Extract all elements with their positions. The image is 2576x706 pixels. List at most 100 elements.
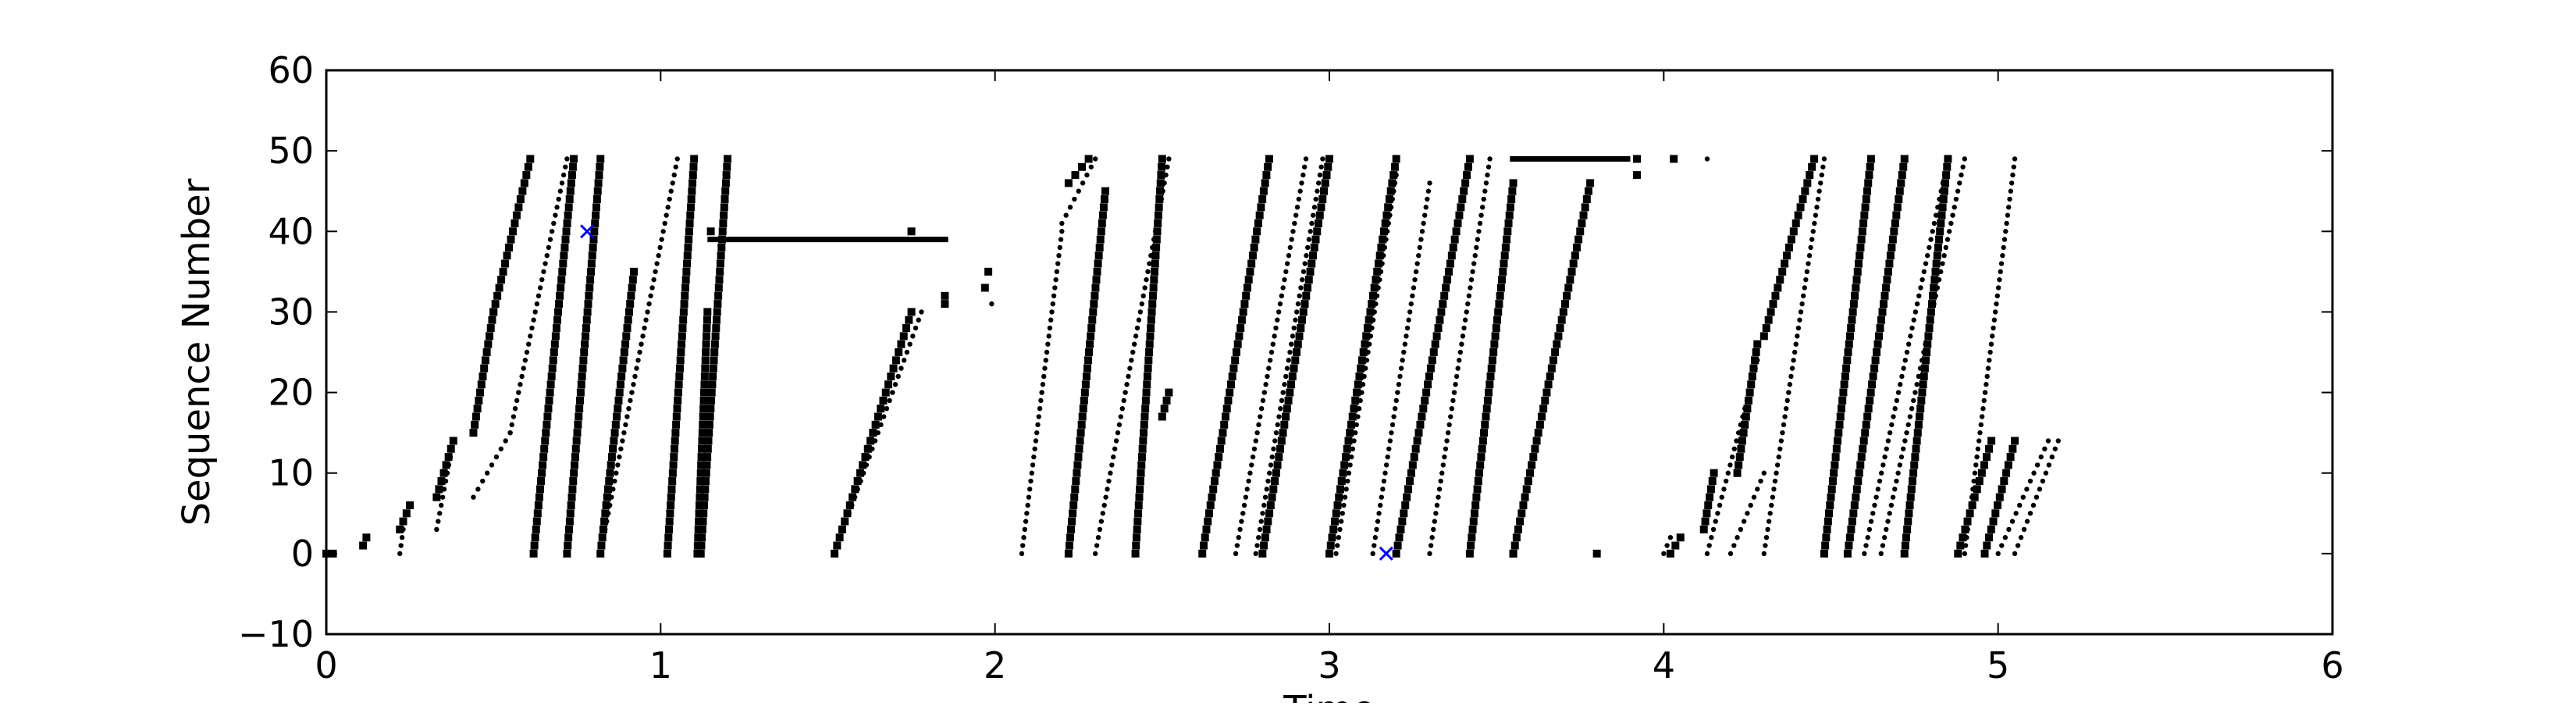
- data-point-dot: [1748, 502, 1753, 508]
- data-point-square: [596, 162, 604, 171]
- data-point-square: [565, 195, 574, 204]
- data-point-dot: [1398, 365, 1404, 371]
- data-point-dot: [1908, 333, 1913, 339]
- data-point-square: [507, 235, 515, 244]
- data-point-dot: [1289, 237, 1294, 242]
- data-point-square: [1299, 308, 1308, 316]
- data-point-square: [630, 267, 639, 276]
- data-point-square: [853, 477, 862, 486]
- data-point-square: [511, 219, 519, 227]
- data-point-square: [688, 171, 697, 180]
- data-point-dot: [553, 212, 558, 218]
- data-point-square: [1250, 243, 1258, 251]
- data-point-square: [723, 162, 731, 171]
- y-tick-label: 0: [291, 533, 314, 575]
- data-point-square: [476, 388, 485, 397]
- data-point-square: [699, 501, 708, 509]
- x-tick-label: 1: [649, 644, 672, 686]
- data-point-dot: [2027, 511, 2033, 516]
- data-point-square: [565, 525, 574, 533]
- data-point-square: [1542, 388, 1551, 397]
- data-point-square: [590, 227, 599, 236]
- data-point-square: [1366, 308, 1375, 316]
- data-point-square: [564, 211, 572, 219]
- data-point-dot: [1894, 398, 1900, 404]
- data-point-dot: [529, 325, 535, 331]
- data-point-square: [1141, 396, 1150, 405]
- data-point-dot: [1729, 454, 1735, 460]
- data-point-dot: [2002, 535, 2008, 540]
- data-point-square: [610, 429, 619, 437]
- data-point-dot: [1338, 519, 1344, 524]
- data-point-square: [1143, 372, 1151, 380]
- data-point-dot: [907, 341, 913, 347]
- data-point-square: [1862, 195, 1870, 204]
- data-point-dot: [509, 422, 514, 428]
- data-point-square: [1158, 155, 1166, 163]
- data-point-square: [859, 461, 867, 469]
- data-point-dot: [2052, 446, 2058, 451]
- data-point-dot: [1350, 446, 1356, 451]
- data-point-square: [1133, 525, 1141, 533]
- data-point-square: [1309, 251, 1318, 260]
- data-point-dot: [1368, 333, 1374, 339]
- data-point-dot: [1964, 535, 1969, 540]
- data-marks-layer: [322, 155, 2061, 561]
- data-point-square: [1321, 179, 1329, 187]
- data-point-dot: [1393, 172, 1399, 178]
- data-point-square: [1904, 517, 1912, 526]
- data-point-square: [1340, 461, 1349, 469]
- data-point-square: [1516, 517, 1525, 526]
- data-point-dot: [1930, 229, 1935, 234]
- sequence-run: [471, 430, 513, 500]
- data-point-square: [663, 549, 671, 558]
- data-point-dot: [1813, 212, 1819, 218]
- data-point-square: [712, 324, 720, 333]
- data-point-square: [1505, 211, 1514, 219]
- data-point-square: [568, 162, 577, 171]
- data-point-square: [604, 485, 613, 494]
- data-point-square: [1980, 549, 1989, 558]
- data-point-square: [1463, 171, 1471, 180]
- data-point-dot: [1885, 519, 1891, 524]
- data-point-square: [713, 316, 721, 324]
- data-point-dot: [1727, 462, 1733, 468]
- data-point-dot: [1889, 422, 1895, 428]
- data-point-square: [587, 259, 596, 268]
- data-point-square: [1265, 155, 1273, 163]
- data-point-square: [2004, 461, 2012, 469]
- data-point-dot: [1051, 293, 1057, 298]
- data-point-square: [1931, 267, 1940, 276]
- data-point-square: [1254, 219, 1262, 227]
- data-point-square: [620, 348, 628, 356]
- data-point-square: [1633, 171, 1642, 180]
- data-point-dot: [1412, 276, 1418, 283]
- data-point-dot: [1803, 276, 1809, 283]
- data-point-square: [1831, 461, 1839, 469]
- data-point-dot: [1710, 526, 1717, 533]
- data-point-square: [1878, 308, 1887, 316]
- data-point-square: [1534, 429, 1542, 437]
- data-point-dot: [1275, 317, 1280, 323]
- data-point-square: [1842, 364, 1851, 373]
- data-point-dot: [1243, 494, 1249, 500]
- data-point-square: [589, 235, 598, 244]
- data-point-dot: [507, 430, 513, 436]
- data-point-square: [1156, 179, 1165, 187]
- data-point-dot: [2034, 462, 2041, 468]
- data-point-dot: [1391, 414, 1397, 419]
- data-point-square: [851, 485, 859, 494]
- data-point-dot: [1251, 446, 1258, 451]
- data-point-dot: [843, 519, 849, 524]
- data-point-square: [1287, 380, 1296, 389]
- data-point-dot: [2037, 487, 2043, 492]
- data-point-dot: [1145, 269, 1151, 275]
- data-point-square: [1961, 525, 1969, 533]
- data-point-square: [1827, 485, 1836, 494]
- data-point-dot: [1284, 261, 1290, 266]
- data-point-dot: [654, 261, 660, 266]
- data-point-square: [674, 396, 682, 405]
- data-point-square: [1863, 187, 1872, 195]
- data-point-dot: [1100, 511, 1105, 516]
